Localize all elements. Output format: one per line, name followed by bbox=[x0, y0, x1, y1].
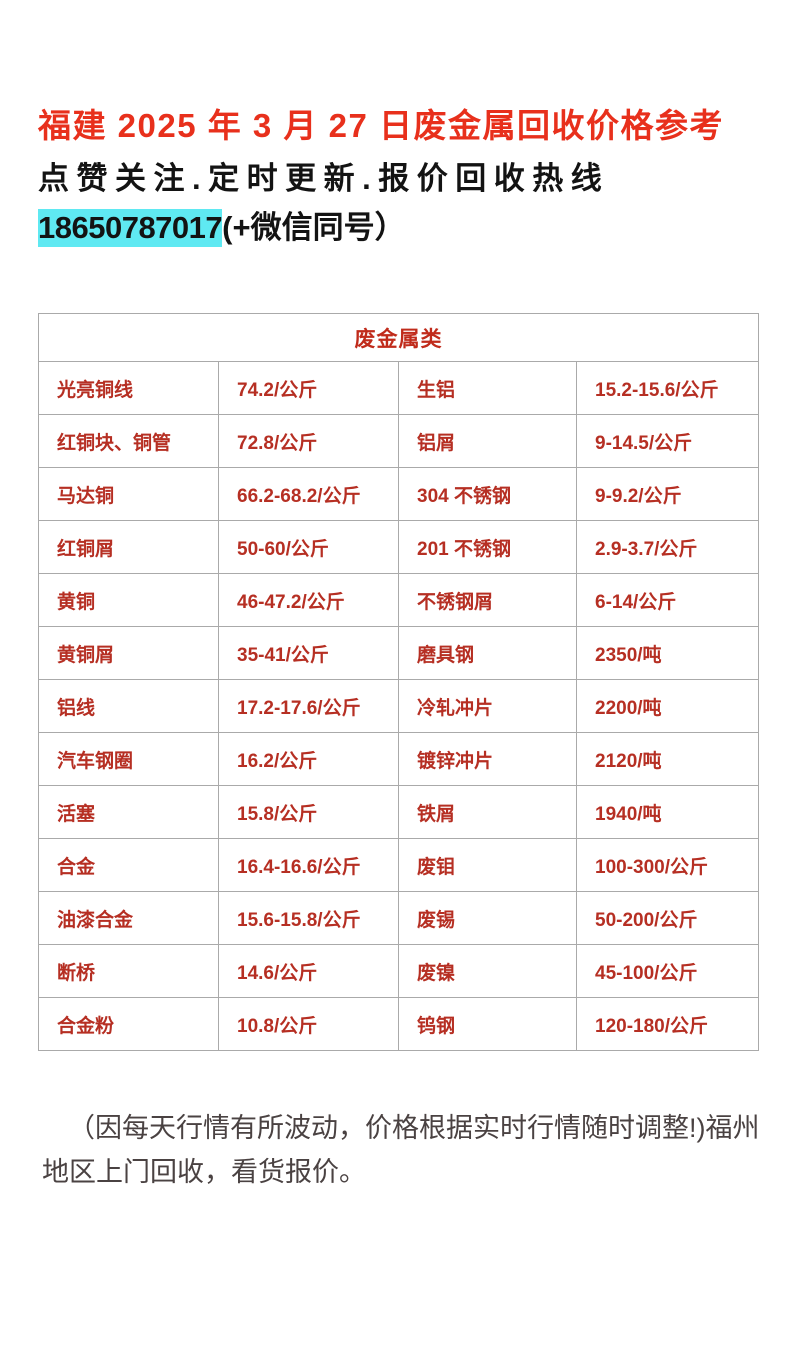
item-name-left: 黄铜 bbox=[38, 573, 219, 627]
table-row: 活塞 15.8/公斤 铁屑 1940/吨 bbox=[38, 785, 759, 839]
table-row: 断桥 14.6/公斤 废镍 45-100/公斤 bbox=[38, 944, 759, 998]
item-name-left: 马达铜 bbox=[38, 467, 219, 521]
item-price-right: 2.9-3.7/公斤 bbox=[576, 520, 759, 574]
item-name-right: 铝屑 bbox=[398, 414, 577, 468]
item-price-right: 50-200/公斤 bbox=[576, 891, 759, 945]
item-name-left: 油漆合金 bbox=[38, 891, 219, 945]
phone-number[interactable]: 18650787017 bbox=[38, 209, 223, 248]
item-name-left: 合金 bbox=[38, 838, 219, 892]
table-header-row: 废金属类 bbox=[38, 313, 759, 362]
item-name-right: 304 不锈钢 bbox=[398, 467, 577, 521]
item-name-right: 废钼 bbox=[398, 838, 577, 892]
item-price-right: 9-9.2/公斤 bbox=[576, 467, 759, 521]
table-row: 铝线 17.2-17.6/公斤 冷轧冲片 2200/吨 bbox=[38, 679, 759, 733]
item-price-right: 2200/吨 bbox=[576, 679, 759, 733]
item-price-right: 15.2-15.6/公斤 bbox=[576, 361, 759, 415]
heading-block: 福建 2025 年 3 月 27 日废金属回收价格参考 点赞关注.定时更新.报价… bbox=[0, 104, 800, 251]
item-price-left: 14.6/公斤 bbox=[218, 944, 399, 998]
scrap-metal-price-table: 废金属类 光亮铜线 74.2/公斤 生铝 15.2-15.6/公斤 红铜块、铜管… bbox=[38, 313, 759, 1051]
item-name-right: 钨钢 bbox=[398, 997, 577, 1051]
table-body: 光亮铜线 74.2/公斤 生铝 15.2-15.6/公斤 红铜块、铜管 72.8… bbox=[38, 361, 759, 1051]
item-price-left: 16.2/公斤 bbox=[218, 732, 399, 786]
item-name-left: 断桥 bbox=[38, 944, 219, 998]
item-name-right: 废锡 bbox=[398, 891, 577, 945]
item-price-right: 6-14/公斤 bbox=[576, 573, 759, 627]
item-name-left: 红铜块、铜管 bbox=[38, 414, 219, 468]
subtitle-tagline: 点赞关注.定时更新.报价回收热线 bbox=[38, 160, 610, 196]
disclaimer-text: （因每天行情有所波动，价格根据实时行情随时调整!)福州地区上门回收，看货报价。 bbox=[42, 1113, 760, 1187]
item-price-left: 15.6-15.8/公斤 bbox=[218, 891, 399, 945]
phone-suffix-label: (+微信同号） bbox=[222, 210, 406, 246]
item-name-left: 合金粉 bbox=[38, 997, 219, 1051]
table-row: 红铜块、铜管 72.8/公斤 铝屑 9-14.5/公斤 bbox=[38, 414, 759, 468]
table-row: 光亮铜线 74.2/公斤 生铝 15.2-15.6/公斤 bbox=[38, 361, 759, 415]
item-name-left: 铝线 bbox=[38, 679, 219, 733]
item-name-left: 活塞 bbox=[38, 785, 219, 839]
item-name-right: 生铝 bbox=[398, 361, 577, 415]
item-price-left: 46-47.2/公斤 bbox=[218, 573, 399, 627]
hotline-line: 18650787017(+微信同号） bbox=[38, 206, 762, 251]
item-price-left: 66.2-68.2/公斤 bbox=[218, 467, 399, 521]
item-name-right: 201 不锈钢 bbox=[398, 520, 577, 574]
table-row: 红铜屑 50-60/公斤 201 不锈钢 2.9-3.7/公斤 bbox=[38, 520, 759, 574]
item-price-right: 100-300/公斤 bbox=[576, 838, 759, 892]
item-name-right: 冷轧冲片 bbox=[398, 679, 577, 733]
item-name-left: 红铜屑 bbox=[38, 520, 219, 574]
item-price-left: 74.2/公斤 bbox=[218, 361, 399, 415]
item-price-left: 15.8/公斤 bbox=[218, 785, 399, 839]
item-price-right: 2120/吨 bbox=[576, 732, 759, 786]
table-row: 汽车钢圈 16.2/公斤 镀锌冲片 2120/吨 bbox=[38, 732, 759, 786]
item-price-left: 35-41/公斤 bbox=[218, 626, 399, 680]
item-name-right: 废镍 bbox=[398, 944, 577, 998]
item-name-right: 磨具钢 bbox=[398, 626, 577, 680]
item-price-left: 72.8/公斤 bbox=[218, 414, 399, 468]
table-row: 马达铜 66.2-68.2/公斤 304 不锈钢 9-9.2/公斤 bbox=[38, 467, 759, 521]
table-row: 油漆合金 15.6-15.8/公斤 废锡 50-200/公斤 bbox=[38, 891, 759, 945]
table-row: 黄铜 46-47.2/公斤 不锈钢屑 6-14/公斤 bbox=[38, 573, 759, 627]
item-price-left: 50-60/公斤 bbox=[218, 520, 399, 574]
table-row: 合金粉 10.8/公斤 钨钢 120-180/公斤 bbox=[38, 997, 759, 1051]
item-price-left: 10.8/公斤 bbox=[218, 997, 399, 1051]
table-row: 黄铜屑 35-41/公斤 磨具钢 2350/吨 bbox=[38, 626, 759, 680]
item-price-left: 17.2-17.6/公斤 bbox=[218, 679, 399, 733]
item-name-left: 黄铜屑 bbox=[38, 626, 219, 680]
item-name-right: 不锈钢屑 bbox=[398, 573, 577, 627]
table-row: 合金 16.4-16.6/公斤 废钼 100-300/公斤 bbox=[38, 838, 759, 892]
item-name-right: 铁屑 bbox=[398, 785, 577, 839]
page-title: 福建 2025 年 3 月 27 日废金属回收价格参考 bbox=[38, 107, 724, 144]
item-name-left: 汽车钢圈 bbox=[38, 732, 219, 786]
item-price-right: 1940/吨 bbox=[576, 785, 759, 839]
disclaimer-note: （因每天行情有所波动，价格根据实时行情随时调整!)福州地区上门回收，看货报价。 bbox=[0, 1107, 800, 1194]
item-price-right: 45-100/公斤 bbox=[576, 944, 759, 998]
item-name-left: 光亮铜线 bbox=[38, 361, 219, 415]
table-caption: 废金属类 bbox=[38, 313, 759, 362]
item-price-right: 9-14.5/公斤 bbox=[576, 414, 759, 468]
item-price-left: 16.4-16.6/公斤 bbox=[218, 838, 399, 892]
item-price-right: 120-180/公斤 bbox=[576, 997, 759, 1051]
item-name-right: 镀锌冲片 bbox=[398, 732, 577, 786]
item-price-right: 2350/吨 bbox=[576, 626, 759, 680]
